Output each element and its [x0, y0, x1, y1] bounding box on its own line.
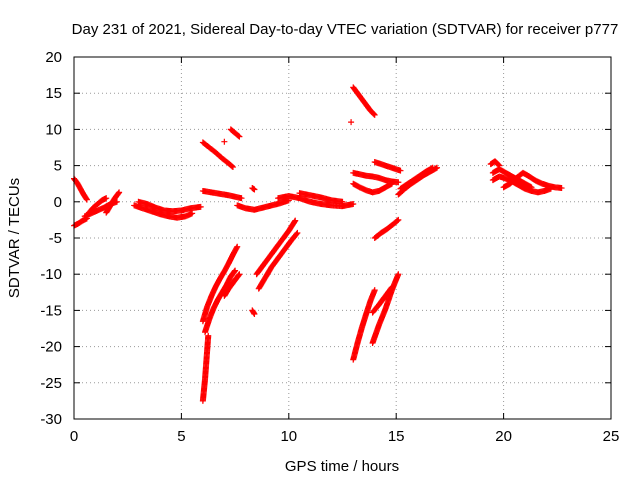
data-point [429, 164, 436, 171]
data-series-segment [131, 202, 196, 221]
data-point [388, 180, 395, 187]
y-tick-label: -30 [40, 411, 62, 428]
data-series-segment [221, 138, 228, 145]
plot-frame [73, 56, 612, 420]
data-point [339, 198, 346, 205]
data-point [395, 271, 402, 278]
data-point [350, 200, 357, 207]
data-point [205, 332, 212, 339]
data-series-segment [253, 217, 299, 278]
data-series-segment [296, 190, 346, 205]
data-series-segment [371, 216, 402, 241]
data-point [395, 179, 402, 186]
data-series-segment [348, 119, 355, 126]
x-tick-label: 0 [70, 428, 78, 445]
data-point [116, 189, 123, 196]
data-point [292, 217, 299, 224]
data-point [229, 164, 236, 171]
data-point [197, 203, 204, 210]
data-series-segment [199, 243, 241, 325]
data-point [294, 229, 301, 236]
y-tick-label: 20 [45, 49, 62, 66]
data-series-segment [500, 169, 565, 192]
data-point [83, 196, 90, 203]
data-series-segment [255, 229, 301, 292]
x-tick-label: 15 [388, 428, 405, 445]
axis-ticks: 0 5 10 15 20 25 -30 -25 -20 -15 -10 -5 0 5 10 15 20 [40, 49, 619, 445]
x-tick-label: 5 [177, 428, 185, 445]
data-point [221, 138, 228, 145]
y-tick-label: -10 [40, 266, 62, 283]
data-point [251, 311, 258, 318]
data-series-segment [199, 139, 236, 171]
y-tick-label: -25 [40, 375, 62, 392]
data-point [558, 185, 565, 192]
data-series-segment [227, 126, 243, 140]
x-tick-label: 25 [603, 428, 620, 445]
data-point [234, 243, 241, 250]
y-tick-label: 15 [45, 85, 62, 102]
data-series-segment [369, 284, 395, 316]
data-series-segment [103, 189, 123, 216]
x-tick-label: 20 [495, 428, 512, 445]
grid [74, 57, 611, 419]
data-point [251, 186, 258, 193]
x-tick-label: 10 [280, 428, 297, 445]
data-point [388, 284, 395, 291]
y-axis-label: SDTVAR / TECUs [6, 178, 23, 298]
data-series-segment [350, 84, 378, 118]
data-point [236, 133, 243, 140]
data-series-segment [221, 271, 243, 299]
data-point [235, 132, 242, 139]
y-tick-label: -15 [40, 302, 62, 319]
data-point [496, 162, 503, 169]
data-series-segment [234, 197, 292, 213]
data-series-segment [249, 185, 258, 193]
data-point [231, 268, 238, 275]
data-point [348, 119, 355, 126]
data-series-segment [369, 271, 402, 346]
data-points [71, 84, 565, 404]
data-point [394, 217, 401, 224]
data-series-segment [350, 180, 395, 196]
data-series-segment [71, 175, 90, 203]
y-tick-label: 0 [54, 194, 62, 211]
y-tick-label: 10 [45, 121, 62, 138]
data-point [371, 111, 378, 118]
data-point [388, 285, 395, 292]
data-series-segment [350, 169, 402, 186]
data-point [495, 161, 502, 168]
data-point [103, 195, 110, 202]
data-point [232, 267, 239, 274]
data-series-segment [397, 164, 436, 192]
data-point [238, 195, 245, 202]
data-series-segment [350, 287, 378, 363]
y-tick-label: 5 [54, 158, 62, 175]
data-series-segment [249, 307, 258, 318]
data-series-segment [199, 332, 212, 404]
data-point [236, 271, 243, 278]
data-point [371, 287, 378, 294]
data-series-segment [489, 166, 535, 191]
data-point [371, 111, 378, 118]
data-point [528, 184, 535, 191]
data-point [115, 190, 122, 197]
data-point [395, 216, 402, 223]
data-series-segment [199, 187, 245, 202]
data-point [189, 210, 196, 217]
y-tick-label: -5 [49, 230, 62, 247]
data-point [293, 230, 300, 237]
data-series-segment [371, 158, 404, 174]
data-point [397, 167, 404, 174]
x-axis-label: GPS time / hours [285, 458, 399, 475]
data-point [229, 163, 236, 170]
chart-title: Day 231 of 2021, Sidereal Day-to-day VTE… [72, 21, 619, 38]
data-series-segment [135, 198, 204, 215]
y-tick-label: -20 [40, 339, 62, 356]
data-series-segment [487, 158, 503, 169]
